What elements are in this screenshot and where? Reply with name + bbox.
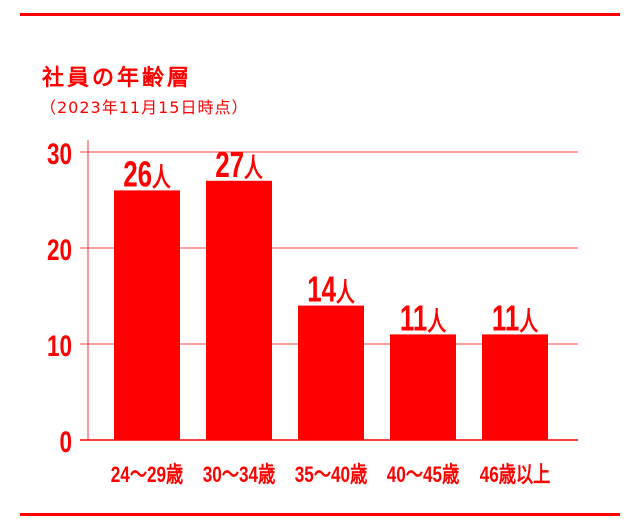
data-label-value: 26 xyxy=(123,154,152,194)
bar xyxy=(298,305,364,440)
data-label: 14人 xyxy=(307,269,355,309)
bar xyxy=(390,334,456,440)
y-tick-label: 20 xyxy=(47,233,72,267)
data-label-unit: 人 xyxy=(519,306,538,336)
bar xyxy=(114,190,180,440)
chart-title: 社員の年齢層 xyxy=(42,66,193,91)
x-tick-label: 30～34歳 xyxy=(203,463,276,488)
data-label: 11人 xyxy=(492,298,538,338)
x-tick-label: 35～40歳 xyxy=(295,463,368,488)
data-label-value: 11 xyxy=(492,298,519,338)
top-rule xyxy=(20,13,620,16)
data-label-unit: 人 xyxy=(152,162,171,192)
chart-subtitle: （2023年11月15日時点） xyxy=(40,98,249,117)
bottom-rule xyxy=(20,513,620,516)
data-label-unit: 人 xyxy=(427,306,446,336)
data-label-value: 27 xyxy=(215,145,244,185)
bar xyxy=(482,334,548,440)
x-tick-label: 24～29歳 xyxy=(111,463,184,488)
data-label-value: 11 xyxy=(400,298,427,338)
data-label: 11人 xyxy=(400,298,446,338)
y-tick-label: 30 xyxy=(47,137,72,171)
data-label: 27人 xyxy=(215,145,263,185)
data-label-unit: 人 xyxy=(336,277,355,307)
bar xyxy=(206,180,272,441)
data-label: 26人 xyxy=(123,154,171,194)
data-label-unit: 人 xyxy=(244,153,263,183)
x-tick-label: 46歳以上 xyxy=(480,463,551,488)
data-label-value: 14 xyxy=(307,269,336,309)
y-tick-label: 10 xyxy=(47,329,72,363)
y-tick-label: 0 xyxy=(59,425,72,459)
x-tick-label: 40～45歳 xyxy=(387,463,460,488)
